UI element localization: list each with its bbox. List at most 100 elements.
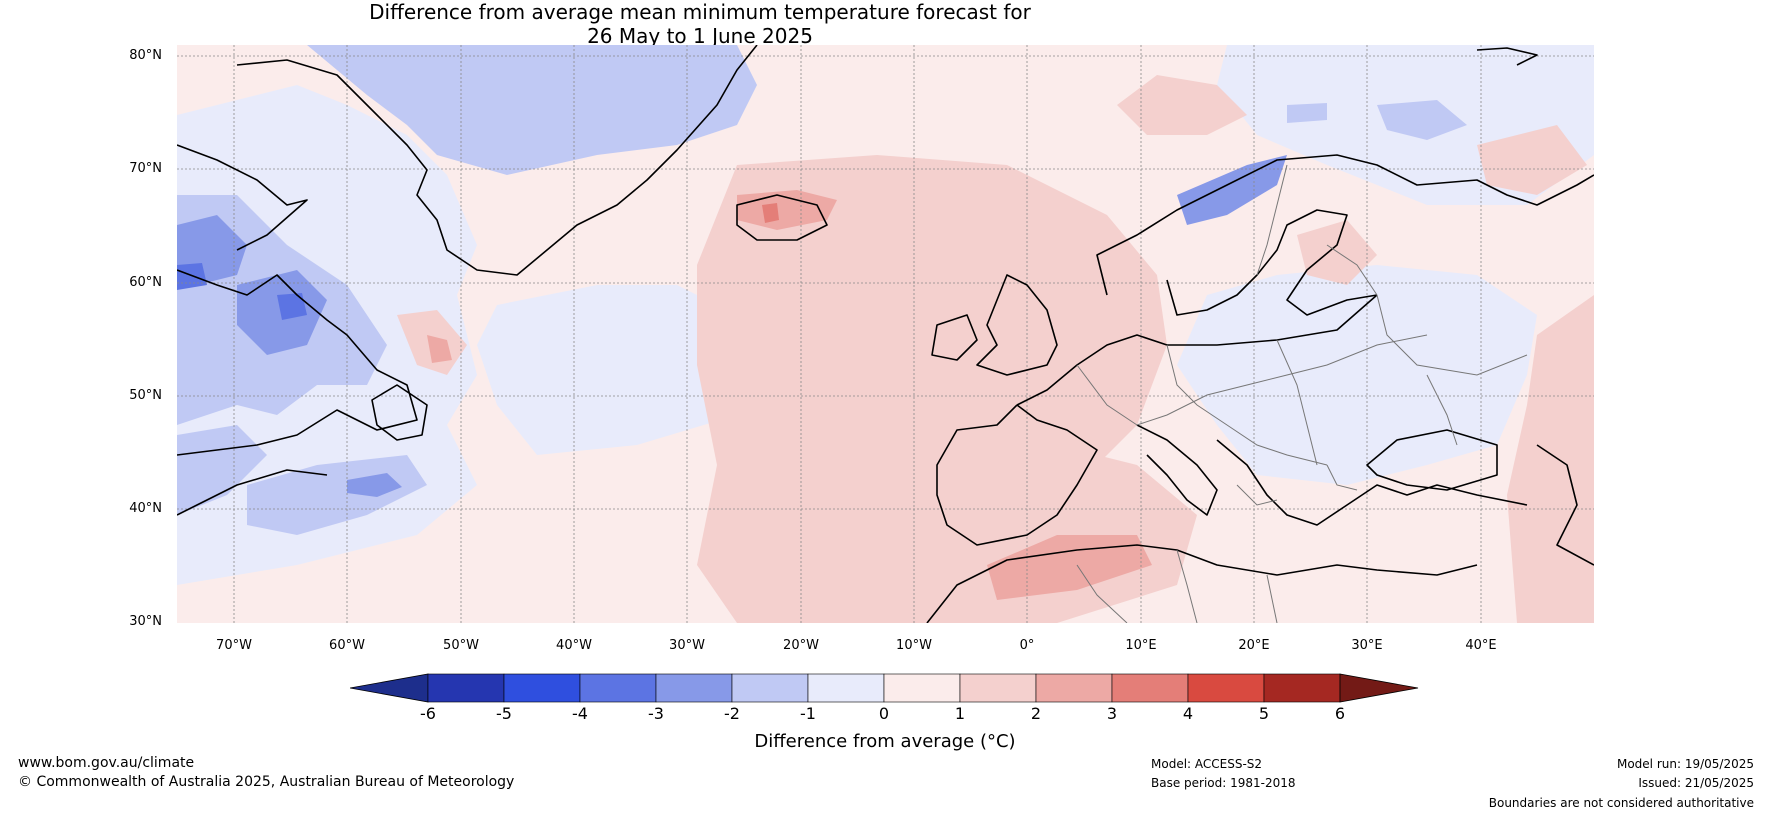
lon-label-0: 0° xyxy=(1019,638,1035,653)
colorbar-extend-high xyxy=(1339,673,1419,703)
coast-ireland xyxy=(931,314,978,361)
lon-label-70w: 70°W xyxy=(216,638,252,653)
coast-newfoundland xyxy=(371,384,428,441)
lon-label-40e: 40°E xyxy=(1465,638,1497,653)
colorbar-segment xyxy=(1187,673,1265,703)
colorbar-tick-label: -6 xyxy=(420,704,436,723)
warm-region-east xyxy=(1477,125,1594,623)
lon-label-40w: 40°W xyxy=(556,638,592,653)
colorbar-tick-label: -4 xyxy=(572,704,588,723)
warm-region-labrador-sea-core xyxy=(427,335,452,363)
footer-model: Model: ACCESS-S2 xyxy=(1151,757,1263,771)
footer-disclaimer: Boundaries are not considered authoritat… xyxy=(1488,796,1754,810)
coast-north-africa xyxy=(926,544,1478,623)
map-area xyxy=(177,45,1594,623)
border-5 xyxy=(1326,244,1378,296)
lon-label-20w: 20°W xyxy=(783,638,819,653)
lon-label-30w: 30°W xyxy=(669,638,705,653)
colorbar-tick-label: 6 xyxy=(1334,704,1346,723)
lat-label-50n: 50°N xyxy=(129,388,162,403)
border-7 xyxy=(1076,564,1128,623)
border-11 xyxy=(1236,484,1278,506)
colorbar-segment xyxy=(655,673,733,703)
title-line-2: 26 May to 1 June 2025 xyxy=(587,24,813,48)
colorbar-segment xyxy=(731,673,809,703)
footer-issued: Issued: 21/05/2025 xyxy=(1638,776,1754,790)
anomaly-map xyxy=(177,45,1594,623)
cool-region-greenland xyxy=(307,45,757,175)
footer-url: www.bom.gov.au/climate xyxy=(18,755,195,771)
colorbar xyxy=(350,673,1419,703)
country-borders xyxy=(1076,164,1528,623)
coast-svalbard xyxy=(1476,47,1538,66)
warm-region-iceland-core xyxy=(762,203,779,223)
lat-label-30n: 30°N xyxy=(129,614,162,629)
coast-labrador xyxy=(177,269,418,456)
colorbar-segment xyxy=(1111,673,1189,703)
colorbar-segment xyxy=(1263,673,1341,703)
colorbar-tick-label: 2 xyxy=(1030,704,1042,723)
coast-black-sea xyxy=(1366,429,1498,491)
cool-region-arctic-east-dark xyxy=(1287,100,1467,140)
warm-region-iceland xyxy=(737,190,837,230)
lon-label-30e: 30°E xyxy=(1351,638,1383,653)
coast-sweden-baltic xyxy=(1166,209,1378,316)
colorbar-tick-label: -3 xyxy=(648,704,664,723)
border-12 xyxy=(1326,464,1358,491)
colorbar-segment xyxy=(883,673,961,703)
coast-europe-north xyxy=(1016,294,1378,406)
colorbar-label: Difference from average (°C) xyxy=(754,731,1016,752)
colorbar-tick-label: -2 xyxy=(724,704,740,723)
coast-iberia xyxy=(936,404,1098,546)
colorbar-segment xyxy=(579,673,657,703)
lat-label-40n: 40°N xyxy=(129,501,162,516)
coast-greenland xyxy=(236,45,758,276)
border-4 xyxy=(1376,294,1528,376)
colorbar-segment xyxy=(1035,673,1113,703)
coast-italy xyxy=(1136,424,1218,516)
footer-base-period: Base period: 1981-2018 xyxy=(1151,776,1296,790)
lon-label-10w: 10°W xyxy=(896,638,932,653)
cool-region-labrador-dark xyxy=(177,215,327,355)
colorbar-extend-low xyxy=(350,673,429,703)
warm-region-north-africa-core xyxy=(987,535,1152,600)
colorbar-segment xyxy=(427,673,505,703)
coast-baffin xyxy=(177,144,308,251)
border-6 xyxy=(1256,164,1288,276)
coast-nova-scotia xyxy=(177,469,328,516)
colorbar-segment xyxy=(807,673,885,703)
cool-region-labrador-core xyxy=(177,263,307,320)
coast-scandinavia xyxy=(1096,154,1594,296)
colorbar-tick-label: 0 xyxy=(878,704,890,723)
colorbar-tick-label: -1 xyxy=(800,704,816,723)
border-8 xyxy=(1176,549,1198,623)
lon-label-10e: 10°E xyxy=(1125,638,1157,653)
anomaly-regions xyxy=(177,45,1594,623)
coastlines xyxy=(177,45,1594,623)
warm-region-north-atlantic xyxy=(1117,75,1377,285)
lat-label-70n: 70°N xyxy=(129,161,162,176)
footer-copyright: © Commonwealth of Australia 2025, Austra… xyxy=(18,774,515,790)
lon-label-50w: 50°W xyxy=(443,638,479,653)
lon-label-20e: 20°E xyxy=(1238,638,1270,653)
chart-title: Difference from average mean minimum tem… xyxy=(0,0,1400,48)
cool-region-newfoundland-dark xyxy=(347,473,402,497)
colorbar-segment xyxy=(503,673,581,703)
colorbar-tick-label: -5 xyxy=(496,704,512,723)
border-2 xyxy=(1166,344,1328,466)
colorbar-segment xyxy=(959,673,1037,703)
coast-uk xyxy=(976,274,1058,376)
border-10 xyxy=(1426,374,1458,446)
lat-label-60n: 60°N xyxy=(129,275,162,290)
cool-region-newfoundland xyxy=(177,425,427,535)
title-line-1: Difference from average mean minimum tem… xyxy=(369,0,1031,24)
cool-region-scandinavia xyxy=(1177,155,1287,225)
lat-label-80n: 80°N xyxy=(129,48,162,63)
lon-label-60w: 60°W xyxy=(329,638,365,653)
border-1 xyxy=(1076,334,1428,426)
colorbar-tick-label: 4 xyxy=(1182,704,1194,723)
border-9 xyxy=(1266,574,1278,623)
colorbar-tick-label: 1 xyxy=(954,704,966,723)
colorbar-tick-label: 5 xyxy=(1258,704,1270,723)
graticule xyxy=(177,45,1594,623)
